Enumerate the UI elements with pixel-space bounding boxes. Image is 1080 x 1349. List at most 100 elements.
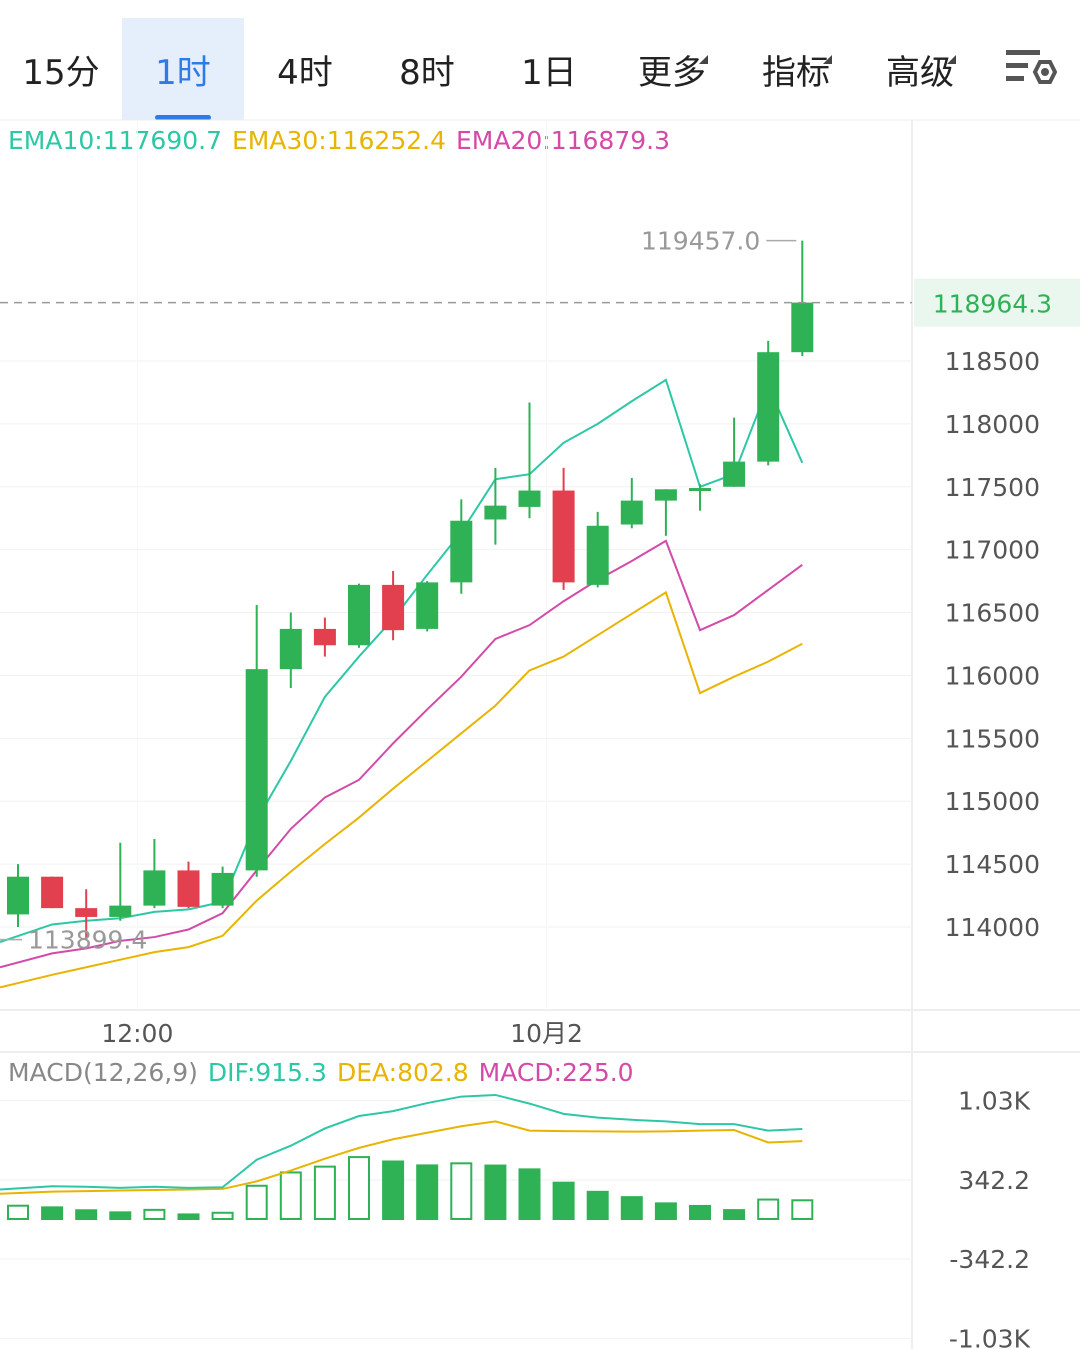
candle-body xyxy=(586,525,609,585)
current-price-badge xyxy=(914,278,1080,327)
macd_legend-item: MACD(12,26,9) xyxy=(8,1058,198,1087)
macd-bar xyxy=(518,1168,541,1221)
macd-bar xyxy=(450,1162,473,1220)
price-tick-label: 116000 xyxy=(945,661,1040,690)
timeframe-tabbar: 15分 1时 4时 8时 1日 更多 指标 高级 xyxy=(0,0,1080,120)
price-tick-label: 117500 xyxy=(945,473,1040,502)
candle-body xyxy=(109,905,132,917)
tab-label: 8时 xyxy=(399,52,455,93)
ema_legend-item: EMA30:116252.4 xyxy=(232,126,446,155)
tab-2[interactable]: 4时 xyxy=(244,18,366,120)
tab-0[interactable]: 15分 xyxy=(0,18,122,120)
candle-body xyxy=(416,582,439,629)
candle-body xyxy=(245,669,268,871)
dif-line xyxy=(0,1093,803,1191)
candle-body xyxy=(143,870,166,906)
candle-body xyxy=(552,490,575,583)
candle-body xyxy=(757,352,780,462)
macd_legend-item: MACD:225.0 xyxy=(478,1058,634,1087)
candle-body xyxy=(484,505,507,520)
candle-body xyxy=(348,584,370,646)
price-tick-label: 118000 xyxy=(945,410,1040,439)
price-tick-label: 114000 xyxy=(945,913,1040,942)
active-tab-indicator xyxy=(155,115,211,120)
candle-body xyxy=(382,584,405,631)
macd-bar xyxy=(143,1208,166,1221)
candle-body xyxy=(75,908,98,917)
macd-bar xyxy=(382,1160,405,1221)
macd-bar xyxy=(689,1204,711,1220)
price-tick-label: 114500 xyxy=(945,850,1040,879)
dropdown-caret-icon xyxy=(947,54,956,64)
candle-body xyxy=(177,870,200,907)
price-tick-label: 115500 xyxy=(945,724,1040,753)
tab-7[interactable]: 高级 xyxy=(858,18,982,120)
tab-4[interactable]: 1日 xyxy=(488,18,610,120)
candle-body xyxy=(654,489,677,501)
candle-body xyxy=(450,520,473,583)
dea-line xyxy=(0,1120,803,1195)
tab-label: 高级 xyxy=(886,52,956,93)
candle-body xyxy=(211,872,234,906)
tab-label: 1日 xyxy=(521,52,577,93)
ema20-line xyxy=(0,539,803,969)
macd-bar xyxy=(177,1213,200,1220)
macd_legend-item: DIF:915.3 xyxy=(207,1058,327,1087)
macd-bar xyxy=(211,1211,234,1221)
ema-legend: EMA10:117690.7 EMA30:116252.4 EMA20:116879… xyxy=(8,126,680,155)
macd-bar xyxy=(313,1165,336,1220)
candle-body xyxy=(723,461,746,487)
ema_legend-item: EMA20:116879.3 xyxy=(456,126,670,155)
macd-tick-label: 1.03K xyxy=(958,1087,1031,1116)
max-price-label: 119457.0 xyxy=(641,227,760,256)
tab-5[interactable]: 更多 xyxy=(610,18,734,120)
tab-label: 4时 xyxy=(277,52,333,93)
macd-bar xyxy=(75,1209,98,1221)
macd-bar xyxy=(7,1204,29,1221)
dropdown-caret-icon xyxy=(823,54,832,64)
candle-body xyxy=(279,628,302,670)
time-tick-label: 12:00 xyxy=(101,1019,173,1048)
macd-bar xyxy=(654,1202,677,1221)
macd-tick-label: -1.03K xyxy=(949,1324,1031,1349)
min-price-label: 113899.4 xyxy=(28,926,147,955)
price-tick-label: 117000 xyxy=(945,536,1040,565)
macd-bar xyxy=(552,1181,575,1221)
ema10-line xyxy=(0,378,804,944)
macd-bar xyxy=(620,1196,643,1220)
current-price-label: 118964.3 xyxy=(933,290,1052,319)
tab-label: 指标 xyxy=(762,52,832,93)
macd-bar xyxy=(416,1164,439,1221)
tab-3[interactable]: 8时 xyxy=(366,18,488,120)
macd-tick-label: -342.2 xyxy=(949,1245,1030,1274)
candle-body xyxy=(689,488,711,492)
tab-label: 更多 xyxy=(638,52,708,93)
candle-body xyxy=(313,628,336,646)
macd-bar xyxy=(41,1206,64,1221)
dropdown-caret-icon xyxy=(699,54,708,64)
price-tick-label: 116500 xyxy=(945,599,1040,628)
macd-bar xyxy=(586,1190,609,1220)
macd_legend-item: DEA:802.8 xyxy=(336,1058,469,1087)
macd-bar xyxy=(245,1184,268,1220)
ema_legend-item: EMA10:117690.7 xyxy=(8,126,222,155)
macd-bar xyxy=(348,1156,370,1221)
tab-label: 15分 xyxy=(22,52,100,93)
macd-tick-label: 342.2 xyxy=(958,1166,1030,1195)
tab-label: 1时 xyxy=(155,52,211,93)
chart-settings-icon[interactable] xyxy=(1002,44,1058,96)
macd-bar xyxy=(791,1199,814,1221)
price-tick-label: 118500 xyxy=(945,347,1040,376)
tab-6[interactable]: 指标 xyxy=(734,18,858,120)
candle-body xyxy=(620,500,643,525)
macd-bar xyxy=(484,1164,507,1220)
candle-body xyxy=(41,876,64,909)
macd-bar xyxy=(279,1171,302,1220)
candle-body xyxy=(791,302,814,353)
macd-bar xyxy=(109,1211,132,1220)
macd-bar xyxy=(757,1198,780,1220)
price-tick-label: 115000 xyxy=(945,787,1040,816)
candle-body xyxy=(7,876,29,915)
tab-1[interactable]: 1时 xyxy=(122,18,244,120)
